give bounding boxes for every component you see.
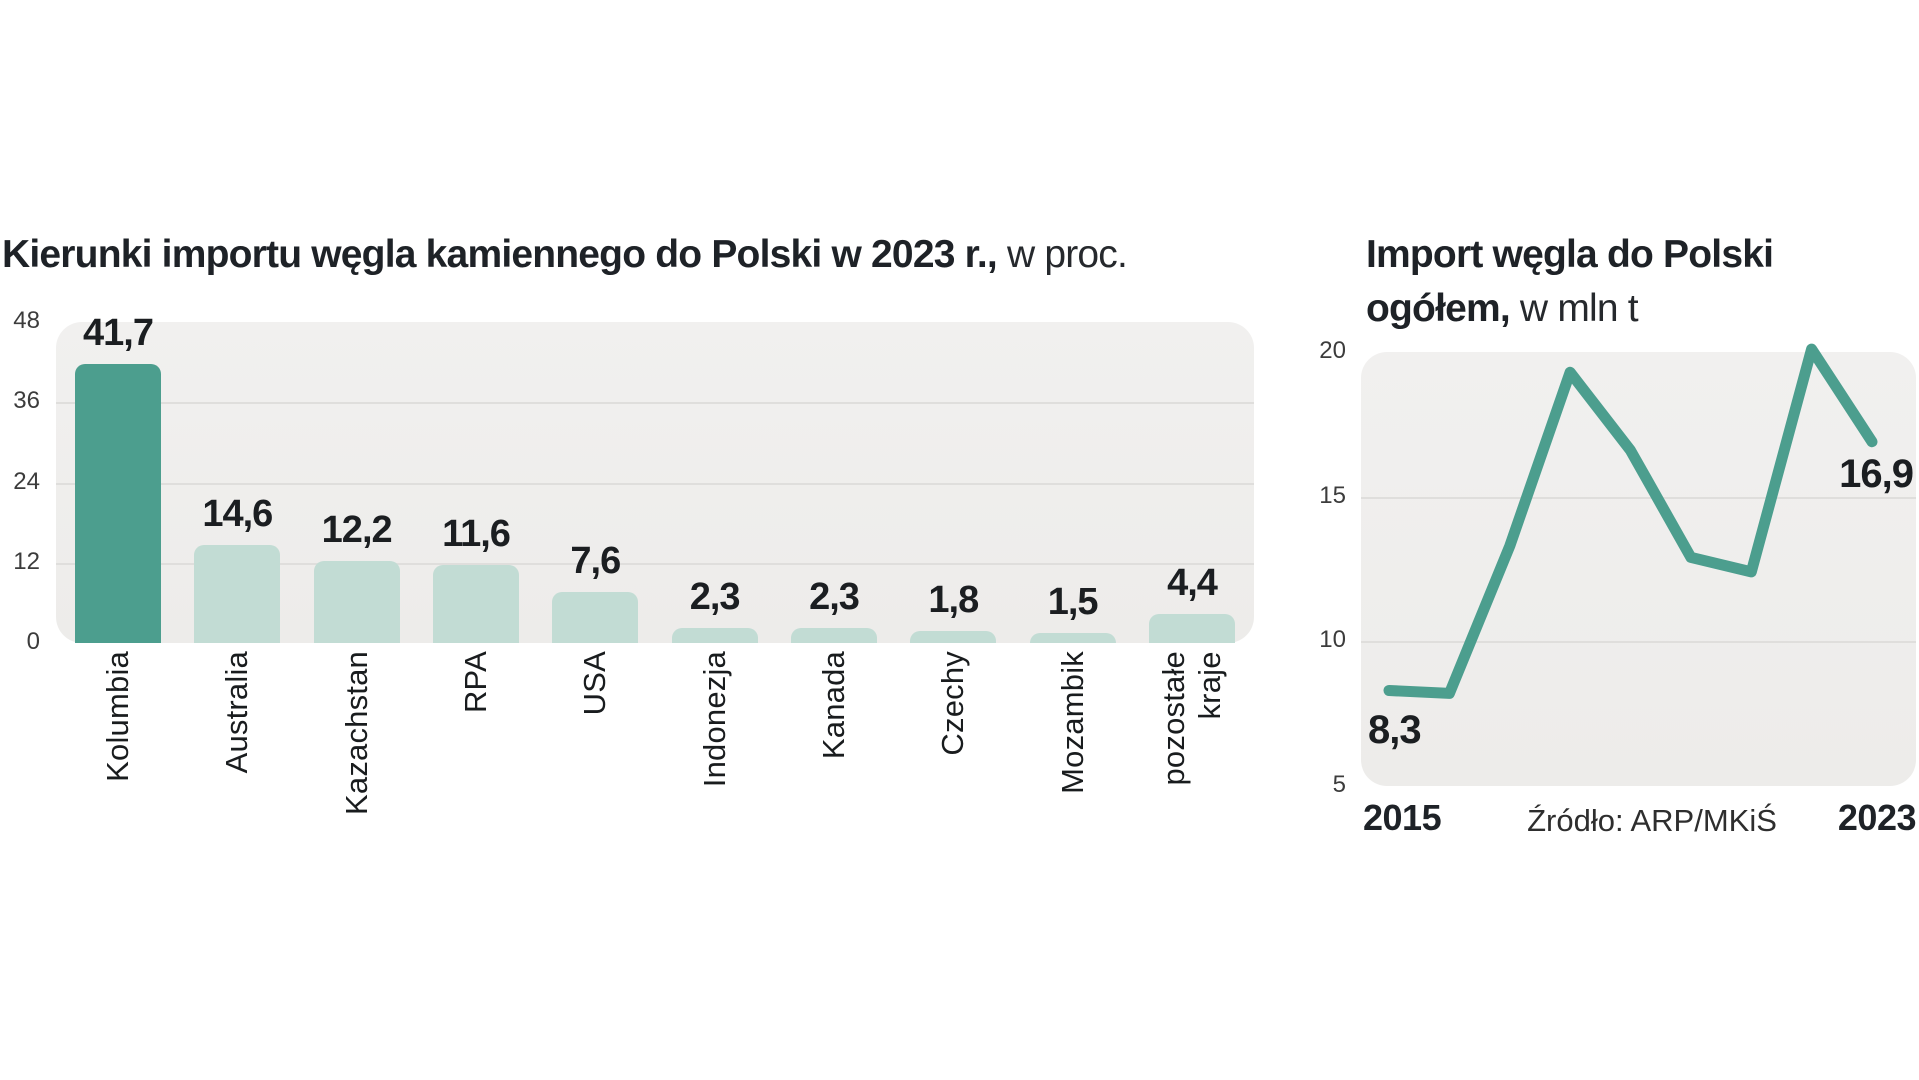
bar-value-label-0: 41,7 [83, 312, 154, 354]
first-point-label: 8,3 [1368, 708, 1422, 752]
bar-2 [313, 561, 400, 643]
bar-chart-title-unit: w proc. [1006, 233, 1128, 276]
line-chart-title: Import węgla do Polski ogółem, w mln t [1366, 228, 1844, 336]
x-axis-label-end: 2023 [1837, 797, 1917, 838]
bar-category-cell-0: Kolumbia [53, 651, 183, 901]
bar-y-tick-12: 12 [13, 547, 40, 575]
bar-category-label-9: pozostałe kraje [1156, 651, 1227, 786]
bar-category-label-8: Mozambik [1054, 651, 1090, 794]
source-credit: Źródło: ARP/MKiŚ [1527, 803, 1777, 838]
bar-category-cell-9: pozostałe kraje [1127, 651, 1257, 901]
last-point-label: 16,9 [1839, 452, 1914, 496]
bar-value-label-3: 11,6 [442, 513, 511, 555]
bar-value-label-1: 14,6 [202, 493, 273, 535]
x-axis-label-start: 2015 [1363, 797, 1442, 838]
gridline-10 [1361, 641, 1916, 644]
bar-category-cell-4: USA [530, 651, 660, 901]
bar-4 [552, 592, 639, 643]
bar-5 [671, 628, 758, 643]
line-y-tick-20: 20 [1319, 337, 1346, 364]
bar-3 [433, 565, 519, 643]
bar-9 [1149, 614, 1235, 643]
bar-category-cell-1: Australia [172, 651, 302, 901]
bar-category-cell-7: Czechy [888, 651, 1018, 901]
bar-category-cell-8: Mozambik [1008, 651, 1138, 901]
line-chart-plot-area [1361, 352, 1916, 786]
bar-value-label-8: 1,5 [1047, 581, 1099, 623]
bar-y-tick-0: 0 [26, 628, 40, 655]
bar-y-tick-48: 48 [13, 307, 40, 334]
bar-value-label-7: 1,8 [928, 579, 979, 621]
bar-category-label-0: Kolumbia [100, 651, 135, 782]
bar-category-label-4: USA [577, 651, 613, 716]
bar-7 [910, 631, 997, 643]
bar-value-label-2: 12,2 [321, 509, 393, 551]
line-y-tick-10: 10 [1319, 626, 1346, 654]
bar-category-label-7: Czechy [935, 651, 971, 756]
bar-category-label-2: Kazachstan [338, 651, 374, 815]
line-chart-title-text: Import węgla do Polski ogółem, [1366, 233, 1774, 330]
line-chart-title-unit: w mln t [1519, 287, 1639, 330]
import-trend-line [1383, 343, 1878, 699]
bar-y-tick-24: 24 [13, 467, 40, 495]
bar-6 [791, 628, 877, 643]
bar-category-cell-5: Indonezja [650, 651, 780, 901]
gridline-15 [1361, 496, 1916, 499]
bar-category-label-6: Kanada [816, 651, 851, 760]
bar-chart-title: Kierunki importu węgla kamiennego do Pol… [2, 228, 1332, 282]
bar-value-label-9: 4,4 [1167, 562, 1218, 604]
bar-value-label-6: 2,3 [809, 576, 860, 618]
line-y-tick-5: 5 [1332, 771, 1346, 798]
bar-category-cell-3: RPA [411, 651, 541, 901]
bar-value-label-5: 2,3 [689, 576, 741, 618]
bar-0 [75, 364, 161, 643]
bar-category-label-1: Australia [219, 651, 255, 774]
line-y-tick-15: 15 [1319, 481, 1346, 509]
line-series [1383, 343, 1878, 699]
bar-chart-title-text: Kierunki importu węgla kamiennego do Pol… [2, 233, 998, 276]
gridline-24 [56, 482, 1254, 485]
gridline-36 [56, 402, 1254, 405]
bar-category-cell-2: Kazachstan [292, 651, 422, 901]
bar-1 [194, 545, 281, 643]
bar-category-label-3: RPA [458, 651, 493, 714]
bar-value-label-4: 7,6 [570, 540, 621, 582]
bar-y-tick-36: 36 [13, 387, 40, 415]
gridline-12 [56, 562, 1254, 565]
bar-8 [1029, 633, 1116, 643]
bar-category-label-5: Indonezja [696, 651, 732, 788]
bar-category-cell-6: Kanada [769, 651, 899, 901]
